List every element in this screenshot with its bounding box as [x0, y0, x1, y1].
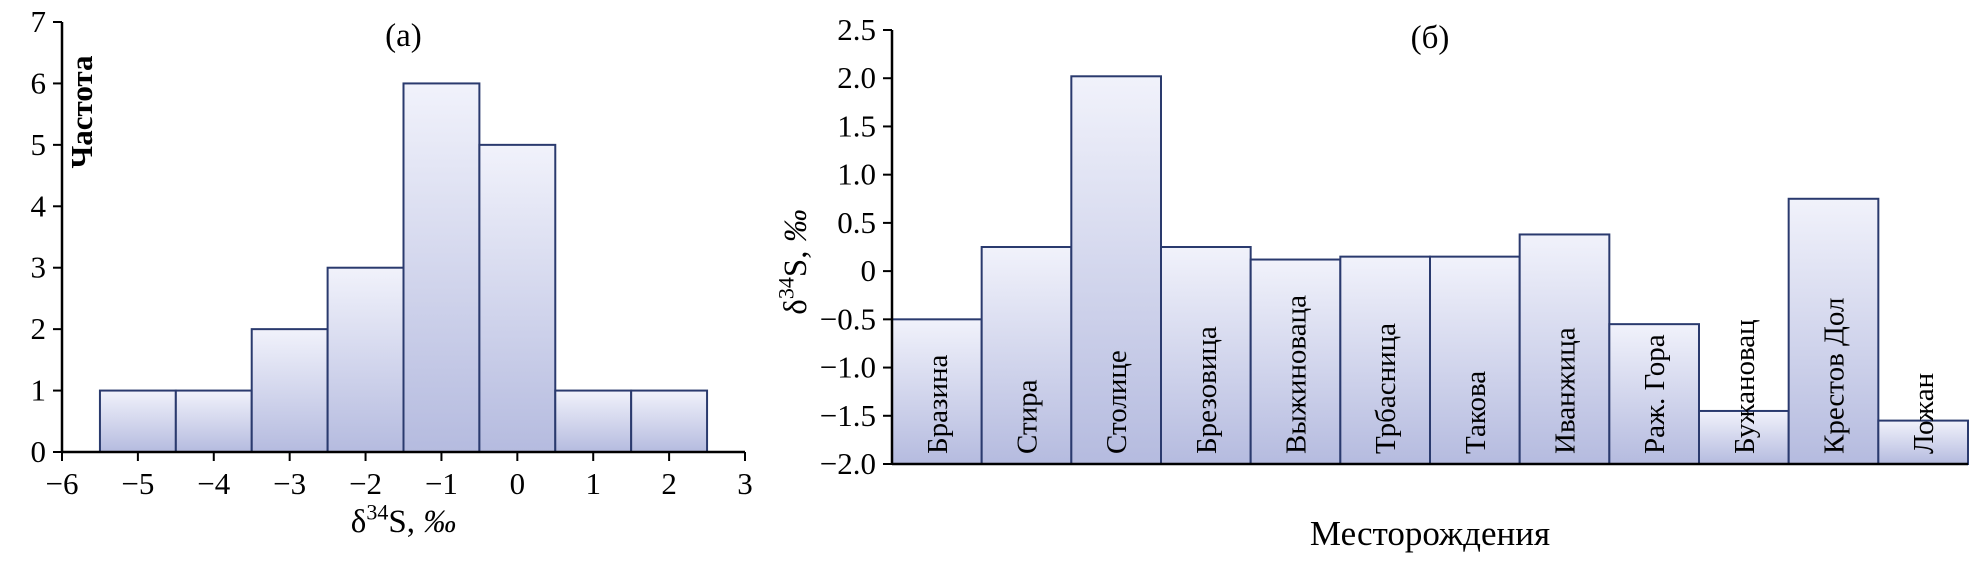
y-tick-label: 1.0: [837, 157, 876, 192]
deposit-bar: [1877, 419, 1970, 466]
x-tick-label: −5: [121, 466, 154, 501]
y-tick-label: −1.0: [820, 350, 876, 385]
x-tick-label: −2: [349, 466, 382, 501]
x-tick-label: 0: [510, 466, 526, 501]
deposit-label: Раж. Гора: [1639, 334, 1671, 454]
y-tick-label: 1.5: [837, 108, 876, 143]
deposit-bar: [1608, 323, 1700, 465]
panel-b-title: (б): [1411, 20, 1450, 56]
y-tick-label: 0.5: [837, 205, 876, 240]
y-tick-label: −0.5: [820, 301, 876, 336]
y-axis-label: δ34S, ‰: [773, 209, 814, 314]
x-axis-label: Месторождения: [1310, 514, 1550, 553]
deposit-label: Трбасница: [1370, 323, 1402, 454]
deposit-label: Иванжица: [1550, 327, 1582, 454]
histogram-bar: [478, 143, 557, 453]
histogram-bar: [250, 328, 329, 453]
deposits-bar-chart: Бразина Стира Столице Брезовица Выжиноваца Тр…: [773, 12, 1970, 553]
x-tick-label: −4: [197, 466, 230, 501]
histogram-bar: [554, 389, 633, 454]
y-tick-label: 7: [31, 4, 47, 39]
deposit-bar: [1787, 197, 1880, 465]
deposit-label: Такова: [1460, 371, 1492, 454]
deposit-bar: [1518, 233, 1611, 465]
histogram-chart: 0 1 2 3 4 5 6 7 −6 −5 −4 −3 −2 −1 0 1 2 3 (а) Частота δ34S, …: [31, 4, 753, 540]
deposit-bar: [980, 246, 1073, 465]
y-tick-label: 0: [861, 253, 877, 288]
histogram-bar: [402, 82, 481, 454]
y-tick-label: 2.5: [837, 12, 876, 47]
panel-b-barchart: Бразина Стира Столице Брезовица Выжиноваца Тр…: [770, 0, 1980, 569]
histogram-bar: [630, 389, 709, 454]
y-axis-label: Частота: [64, 55, 99, 169]
histogram-bar: [174, 389, 253, 454]
x-tick-label: 2: [661, 466, 677, 501]
x-tick-label: −6: [46, 466, 79, 501]
y-tick-label: 1: [31, 373, 47, 408]
y-tick-label: 6: [31, 65, 47, 100]
deposit-label: Бужановац: [1729, 319, 1761, 454]
deposit-bar: [1070, 75, 1163, 465]
x-tick-label: −3: [273, 466, 306, 501]
y-tick-label: −2.0: [820, 446, 876, 481]
y-tick-label: 2: [31, 311, 47, 346]
deposit-label: Крестов Дол: [1819, 298, 1851, 454]
y-tick-label: 5: [31, 127, 47, 162]
deposit-label: Выжиноваца: [1281, 295, 1313, 454]
y-tick-label: 4: [31, 188, 47, 223]
y-tick-label: −1.5: [820, 398, 876, 433]
panel-a-title: (а): [385, 18, 422, 54]
y-tick-label: 3: [31, 250, 47, 285]
panel-a-histogram: 0 1 2 3 4 5 6 7 −6 −5 −4 −3 −2 −1 0 1 2 3 (а) Частота δ34S, …: [0, 0, 770, 569]
x-tick-label: 1: [585, 466, 601, 501]
deposit-label: Стира: [1012, 379, 1044, 454]
x-tick-label: −1: [425, 466, 458, 501]
deposit-label: Столице: [1101, 350, 1133, 454]
deposit-label: Брезовица: [1191, 326, 1223, 454]
x-tick-label: 3: [737, 466, 753, 501]
histogram-bar: [98, 389, 177, 454]
x-axis-label: δ34S, ‰: [351, 499, 456, 540]
y-tick-label: 2.0: [837, 60, 876, 95]
deposit-label: Бразина: [922, 354, 954, 454]
histogram-bar: [326, 266, 405, 454]
deposit-label: Ложан: [1908, 373, 1940, 454]
y-tick-label: 0: [31, 434, 47, 469]
